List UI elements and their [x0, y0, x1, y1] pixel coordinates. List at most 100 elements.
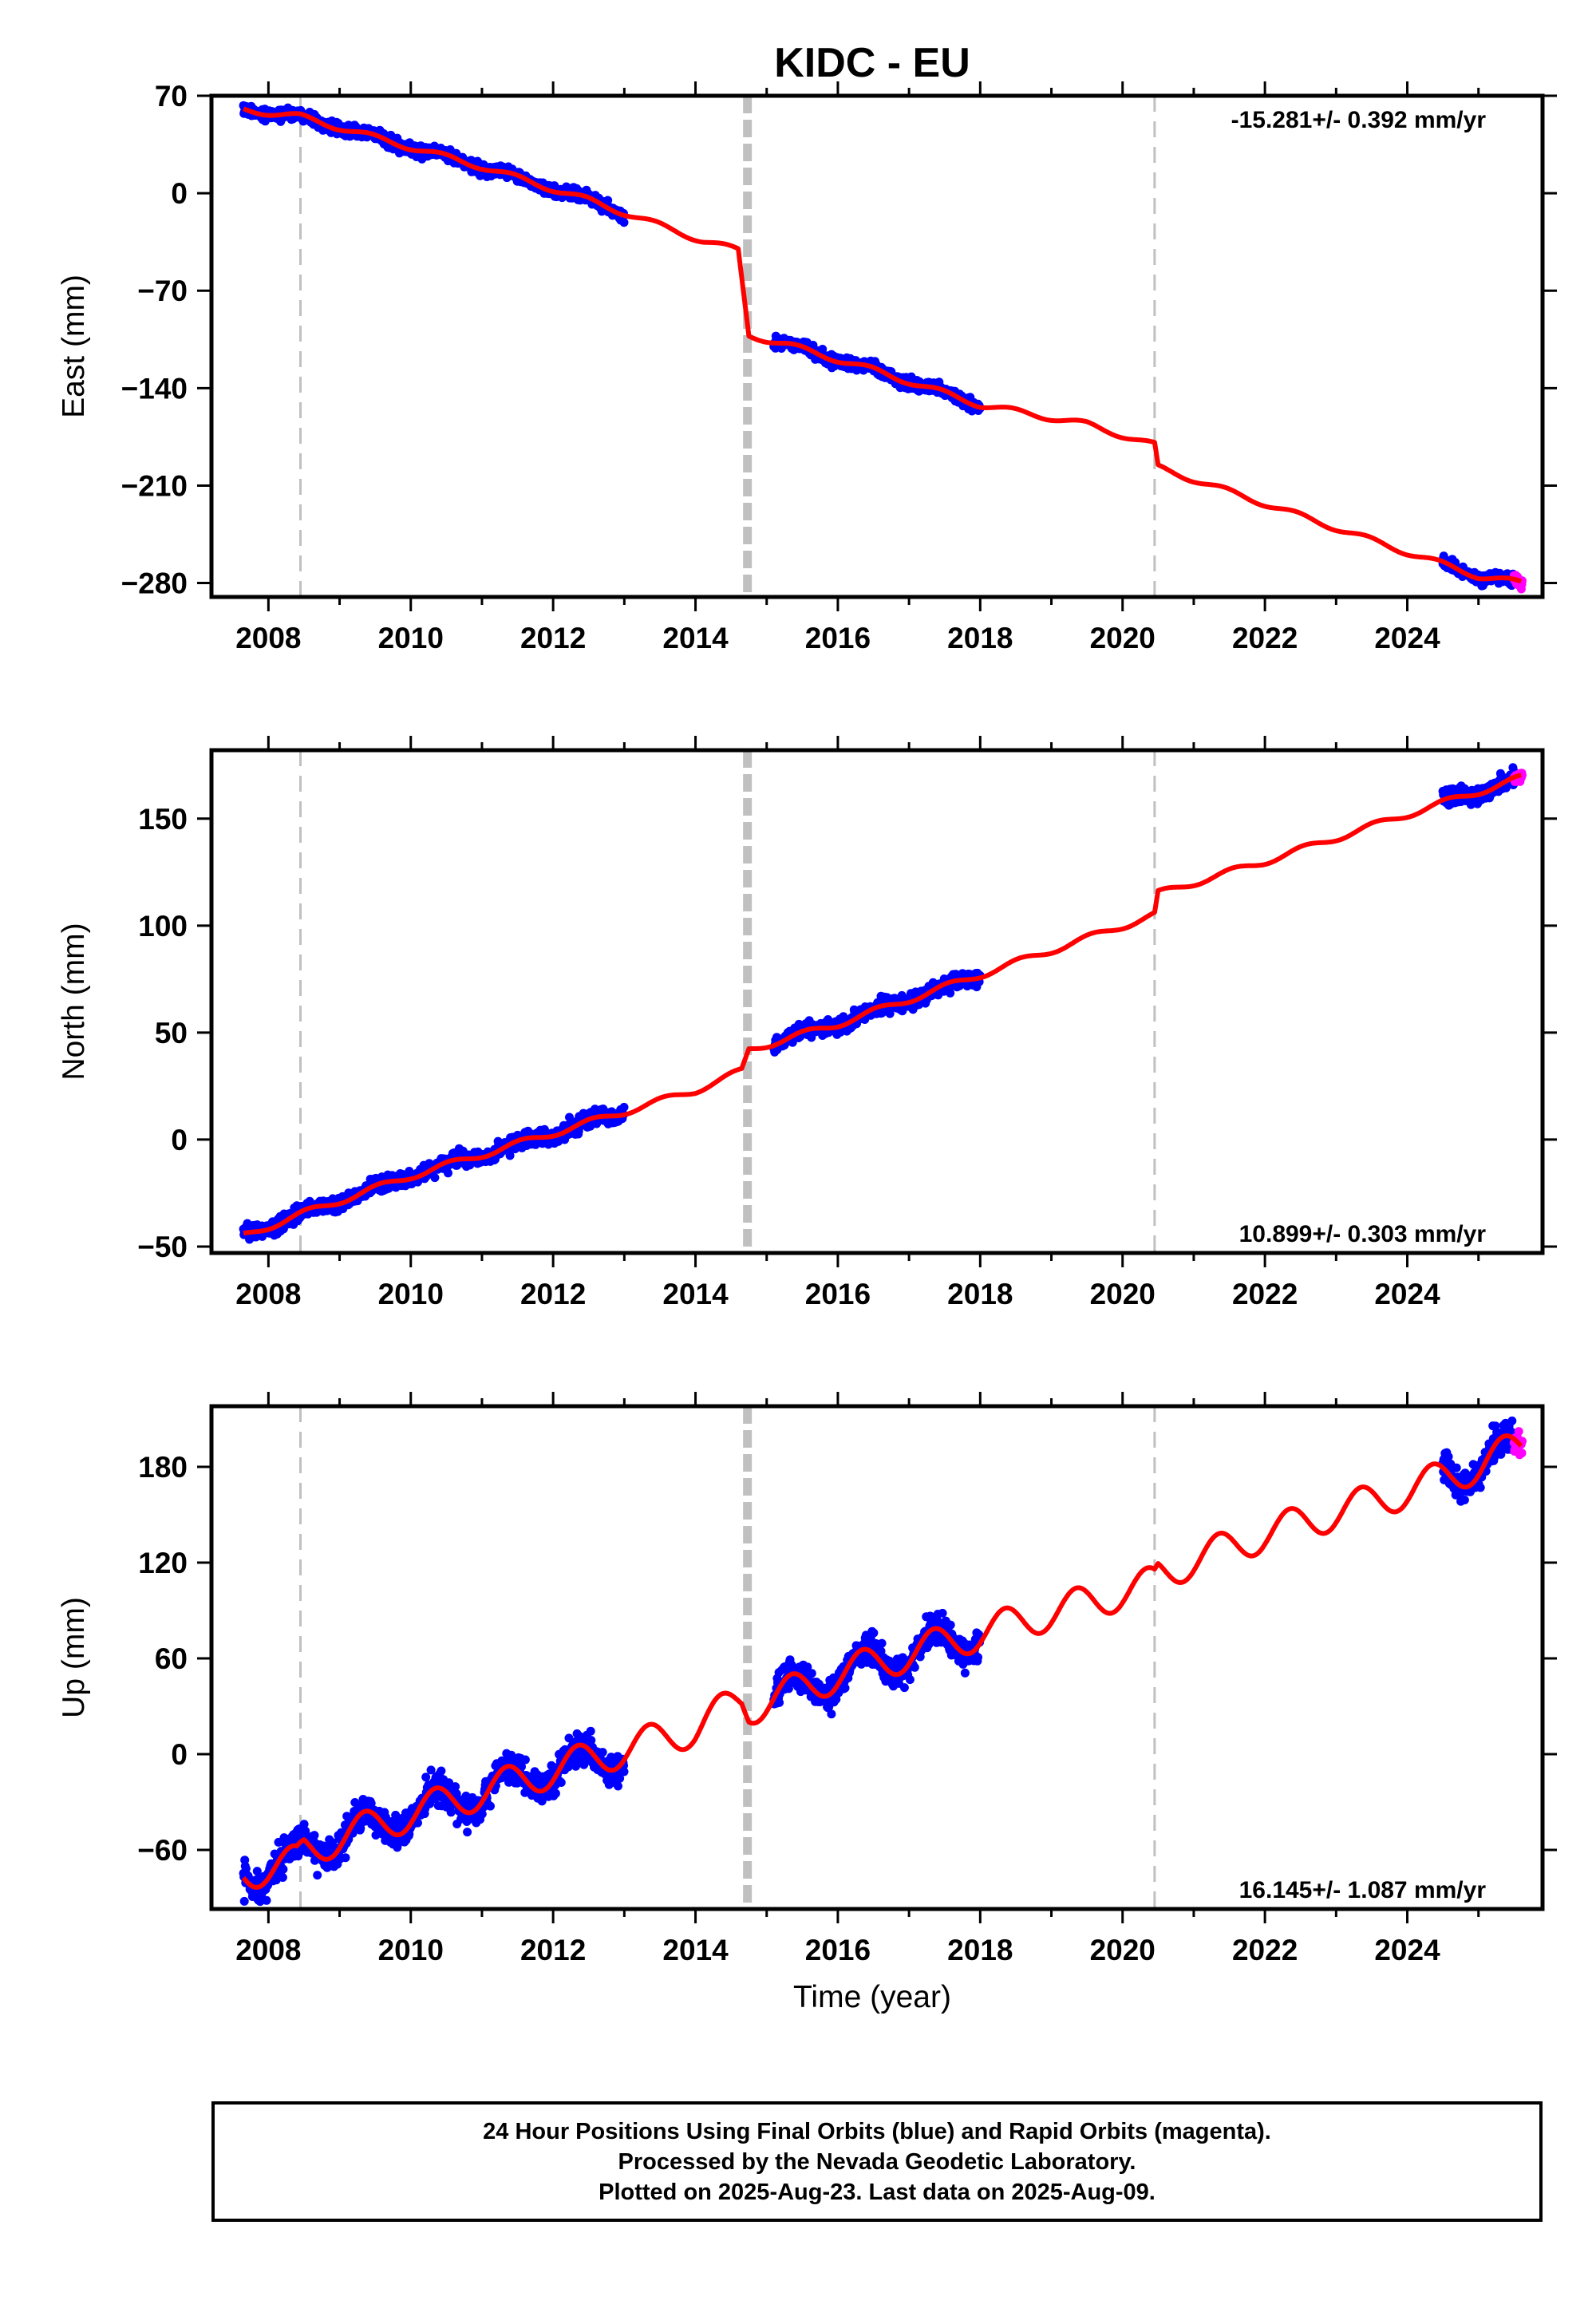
y-tick-label: 0: [171, 177, 188, 210]
final-orbit-point: [619, 1102, 629, 1112]
rate-label: -15.281+/- 0.392 mm/yr: [1231, 107, 1487, 133]
x-tick-label: 2012: [520, 1278, 586, 1310]
y-axis: 700−70−140−210−280: [121, 80, 1557, 600]
plot-area: [239, 1406, 1527, 1909]
x-tick-label: 2022: [1232, 1934, 1298, 1966]
x-tick-label: 2010: [378, 1934, 444, 1966]
y-tick-label: 0: [171, 1738, 188, 1771]
footer-line-2: Processed by the Nevada Geodetic Laborat…: [618, 2148, 1136, 2175]
final-orbit-point: [239, 1896, 249, 1906]
x-tick-label: 2008: [235, 1278, 301, 1310]
y-tick-label: 50: [155, 1017, 188, 1049]
final-orbit-point: [869, 1628, 879, 1638]
x-tick-label: 2018: [947, 1934, 1013, 1966]
x-tick-label: 2016: [805, 1934, 871, 1966]
y-tick-label: −70: [137, 275, 188, 307]
x-tick-label: 2020: [1090, 1934, 1156, 1966]
final-orbit-point: [899, 1683, 909, 1693]
final-orbit-point: [341, 1853, 350, 1863]
x-tick-label: 2010: [378, 1278, 444, 1310]
x-tick-label: 2024: [1374, 622, 1440, 654]
y-tick-label: −210: [121, 469, 188, 502]
final-orbit-point: [310, 1831, 319, 1840]
panel-up: 2008 2010 2012 2014 2016 2018 2020 2022 2024 180 1…: [57, 1392, 1557, 1966]
final-orbit-point: [614, 1781, 622, 1791]
chart-title: KIDC - EU: [774, 40, 970, 86]
y-tick-label: −140: [121, 372, 188, 405]
panels: 2008 2010 2012 2014 2016 2018 2020 2022 2024700−…: [57, 80, 1557, 1966]
final-orbit-point: [556, 1778, 566, 1787]
panel-east: 2008 2010 2012 2014 2016 2018 2020 2022 2024700−…: [57, 80, 1557, 654]
final-orbit-point: [807, 1669, 816, 1678]
final-orbit-point: [463, 1828, 472, 1837]
x-tick-label: 2008: [235, 622, 301, 654]
x-tick-label: 2008: [235, 1934, 301, 1966]
y-axis-label: North (mm): [57, 923, 91, 1080]
y-tick-label: 0: [171, 1124, 188, 1156]
x-tick-label: 2014: [662, 622, 729, 654]
x-tick-label: 2014: [662, 1934, 729, 1966]
final-orbit-point: [430, 1173, 440, 1183]
final-orbit-point: [775, 1697, 784, 1707]
final-orbit-point: [619, 218, 629, 227]
x-tick-label: 2014: [662, 1278, 729, 1310]
final-orbit-point: [818, 345, 828, 354]
x-tick-label: 2022: [1232, 1278, 1298, 1310]
rate-label: 16.145+/- 1.087 mm/yr: [1239, 1877, 1487, 1903]
y-tick-label: 180: [138, 1451, 188, 1484]
y-axis-label: Up (mm): [57, 1597, 91, 1718]
final-orbit-point: [619, 1767, 629, 1777]
x-tick-label: 2018: [947, 1278, 1013, 1310]
footer-line-3: Plotted on 2025-Aug-23. Last data on 202…: [598, 2179, 1156, 2205]
y-axis-label: East (mm): [57, 275, 91, 418]
x-tick-label: 2012: [520, 1934, 586, 1966]
final-orbit-point: [910, 1662, 919, 1672]
final-orbit-points: [239, 101, 1519, 591]
rapid-orbit-point: [1517, 1448, 1527, 1458]
final-orbit-point: [924, 1640, 934, 1650]
final-orbit-point: [938, 1608, 947, 1618]
plot-area: [239, 750, 1527, 1253]
final-orbit-point: [520, 1755, 530, 1765]
final-orbit-point: [1452, 1463, 1461, 1472]
final-orbit-point: [946, 1620, 955, 1630]
y-tick-label: 120: [138, 1547, 188, 1579]
final-orbit-point: [486, 1801, 495, 1811]
plot-area: [239, 96, 1527, 597]
footer-line-1: 24 Hour Positions Using Final Orbits (bl…: [483, 2118, 1271, 2144]
y-tick-label: 100: [138, 910, 188, 943]
footer-box: 24 Hour Positions Using Final Orbits (bl…: [211, 2101, 1543, 2222]
y-tick-label: −60: [137, 1834, 188, 1867]
final-orbit-point: [905, 1675, 915, 1685]
final-orbit-point: [1460, 1496, 1469, 1504]
final-orbit-point: [313, 1871, 322, 1880]
final-orbit-point: [1476, 1483, 1485, 1492]
y-tick-label: 150: [138, 803, 188, 836]
final-orbit-point: [586, 1726, 595, 1736]
final-orbit-point: [827, 1709, 836, 1719]
final-orbit-point: [279, 1864, 288, 1874]
final-orbit-point: [421, 1773, 431, 1782]
x-tick-label: 2020: [1090, 622, 1156, 654]
rate-label: 10.899+/- 0.303 mm/yr: [1239, 1221, 1487, 1247]
x-axis: 2008 2010 2012 2014 2016 2018 2020 2022 2024: [235, 81, 1480, 654]
x-tick-label: 2016: [805, 1278, 871, 1310]
x-tick-label: 2024: [1374, 1934, 1440, 1966]
x-tick-label: 2016: [805, 622, 871, 654]
x-tick-label: 2022: [1232, 622, 1298, 654]
x-tick-label: 2012: [520, 622, 586, 654]
final-orbit-point: [262, 1895, 271, 1905]
x-tick-label: 2010: [378, 622, 444, 654]
final-orbit-point: [840, 1683, 850, 1693]
model-fit-line: [242, 106, 1523, 584]
final-orbit-point: [551, 1788, 560, 1798]
rapid-orbit-point: [1514, 1427, 1523, 1437]
x-tick-label: 2024: [1374, 1278, 1440, 1310]
plot-frame: [209, 93, 1545, 599]
final-orbit-point: [444, 1168, 452, 1178]
final-orbit-point: [598, 1748, 607, 1757]
final-orbit-point: [1507, 1416, 1517, 1425]
final-orbit-point: [974, 1653, 982, 1662]
final-orbit-point: [437, 1766, 446, 1776]
